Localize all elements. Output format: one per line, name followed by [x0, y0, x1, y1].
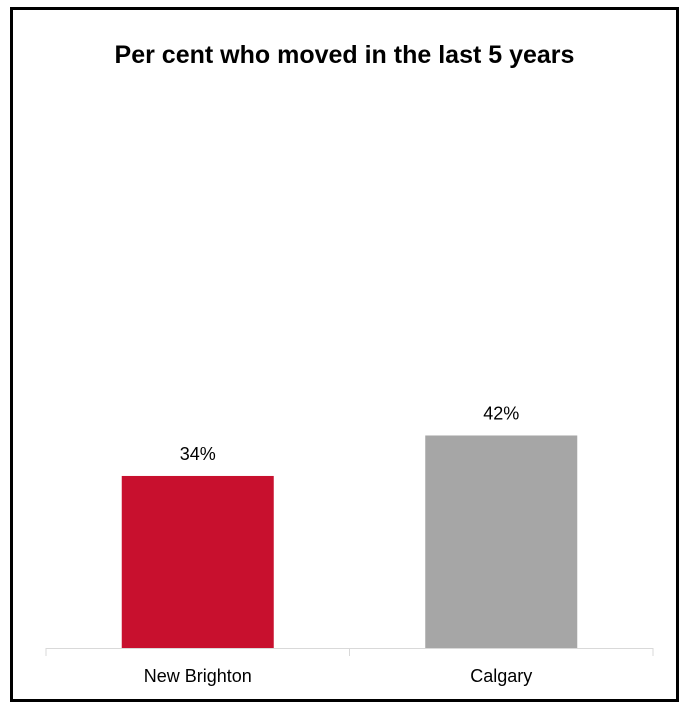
- data-label: 42%: [483, 403, 519, 423]
- chart-title: Per cent who moved in the last 5 years: [114, 41, 575, 69]
- x-tick-label: New Brighton: [144, 666, 252, 686]
- bar-new-brighton: [121, 475, 274, 648]
- chart-frame: Per cent who moved in the last 5 years 3…: [10, 7, 679, 702]
- bars-layer: [121, 435, 578, 648]
- x-axis: [45, 648, 654, 656]
- x-tick-label: Calgary: [470, 666, 532, 686]
- labels-layer: 34% New Brighton 42% Calgary: [144, 403, 533, 686]
- bar-calgary: [425, 435, 578, 648]
- bar-chart: 34% New Brighton 42% Calgary: [45, 403, 654, 686]
- data-label: 34%: [180, 444, 216, 464]
